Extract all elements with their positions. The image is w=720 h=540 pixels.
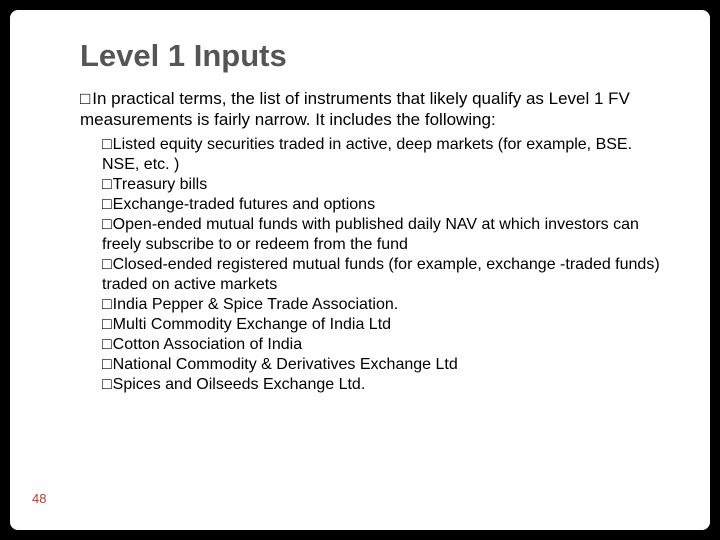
list-item: □National Commodity & Derivatives Exchan… (102, 355, 660, 375)
square-bullet-icon: □ (102, 176, 112, 193)
list-item: □Cotton Association of India (102, 335, 660, 355)
page-number: 48 (32, 491, 46, 506)
list-item-text: Open-ended mutual funds with published d… (102, 216, 639, 253)
bullet-list: □Listed equity securities traded in acti… (80, 135, 660, 395)
slide-title: Level 1 Inputs (80, 38, 660, 74)
list-item: □India Pepper & Spice Trade Association. (102, 295, 660, 315)
square-bullet-icon: □ (102, 336, 112, 353)
list-item-text: Treasury bills (113, 176, 208, 193)
square-bullet-icon: □ (102, 376, 112, 393)
list-item-text: Listed equity securities traded in activ… (102, 136, 632, 173)
slide: Level 1 Inputs □In practical terms, the … (10, 10, 710, 530)
intro-paragraph: □In practical terms, the list of instrum… (80, 88, 660, 131)
square-bullet-icon: □ (102, 136, 112, 153)
intro-text: In practical terms, the list of instrume… (80, 89, 630, 129)
square-bullet-icon: □ (102, 256, 112, 273)
list-item: □Multi Commodity Exchange of India Ltd (102, 315, 660, 335)
list-item: □Exchange-traded futures and options (102, 195, 660, 215)
list-item: □Closed-ended registered mutual funds (f… (102, 255, 660, 295)
list-item: □Open-ended mutual funds with published … (102, 215, 660, 255)
square-bullet-icon: □ (102, 216, 112, 233)
list-item-text: India Pepper & Spice Trade Association. (113, 296, 399, 313)
list-item: □Treasury bills (102, 175, 660, 195)
list-item-text: Multi Commodity Exchange of India Ltd (113, 316, 391, 333)
list-item-text: Closed-ended registered mutual funds (fo… (102, 256, 660, 293)
list-item-text: Spices and Oilseeds Exchange Ltd. (113, 376, 366, 393)
square-bullet-icon: □ (102, 196, 112, 213)
list-item: □Listed equity securities traded in acti… (102, 135, 660, 175)
list-item-text: Cotton Association of India (113, 336, 302, 353)
list-item-text: National Commodity & Derivatives Exchang… (113, 356, 458, 373)
square-bullet-icon: □ (102, 296, 112, 313)
square-bullet-icon: □ (102, 316, 112, 333)
square-bullet-icon: □ (80, 89, 90, 108)
list-item-text: Exchange-traded futures and options (113, 196, 375, 213)
square-bullet-icon: □ (102, 356, 112, 373)
list-item: □Spices and Oilseeds Exchange Ltd. (102, 375, 660, 395)
